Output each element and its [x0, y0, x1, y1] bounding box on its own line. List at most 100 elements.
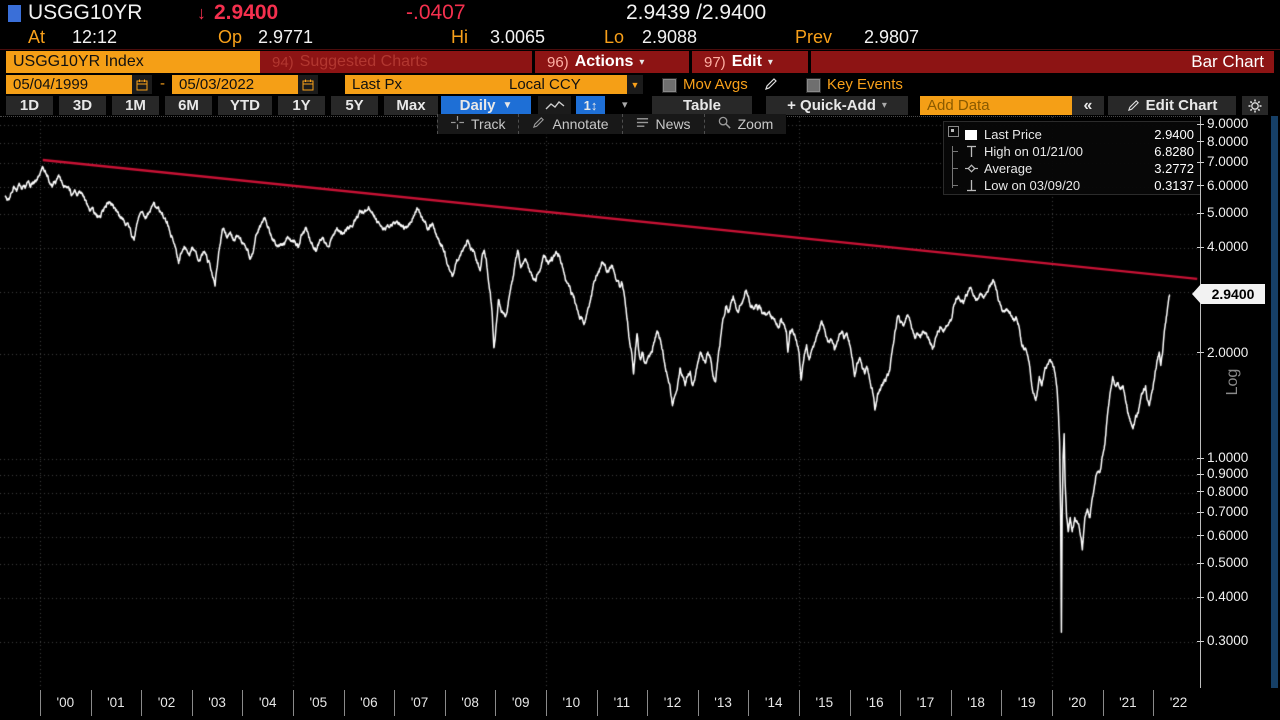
x-axis-year-label: '22 — [1169, 695, 1188, 710]
calendar-icon[interactable] — [298, 75, 318, 94]
track-button[interactable]: Track — [437, 114, 519, 134]
down-arrow-icon: ↓ — [197, 3, 206, 23]
x-axis-year-label: '01 — [107, 695, 125, 710]
x-axis-separator — [900, 690, 902, 716]
legend-row-average[interactable]: Average 3.2772 — [944, 160, 1200, 177]
date-to-value: 05/03/2022 — [179, 76, 255, 93]
y-axis-tick-mark — [1197, 141, 1204, 143]
frequency-select[interactable]: Daily ▼ — [441, 96, 531, 115]
period-button-1y[interactable]: 1Y — [278, 96, 325, 115]
high-label: Hi — [451, 27, 468, 47]
currency-dropdown-button[interactable]: ▼ — [627, 75, 643, 94]
edit-menu-button[interactable]: 97) Edit ▾ — [692, 51, 811, 73]
legend-row-high-on-01-21-00[interactable]: High on 01/21/00 6.8280 — [944, 143, 1200, 160]
date-from-input[interactable]: 05/04/1999 — [6, 75, 145, 94]
period-button-5y[interactable]: 5Y — [331, 96, 378, 115]
period-button-1d[interactable]: 1D — [6, 96, 53, 115]
sort-order-icon[interactable]: 1↕ — [576, 96, 605, 115]
magnifier-icon — [718, 116, 731, 132]
x-axis-separator — [950, 690, 952, 716]
date-range-separator: - — [160, 75, 165, 92]
mov-avgs-checkbox[interactable] — [662, 78, 677, 93]
period-button-ytd[interactable]: YTD — [218, 96, 272, 115]
x-axis-year-label: '10 — [562, 695, 581, 710]
y-axis-tick-mark — [1197, 246, 1204, 248]
divider — [0, 49, 1280, 50]
frequency-value: Daily — [459, 97, 496, 114]
suggested-charts-key: 94) — [272, 53, 294, 71]
last-price: 2.9400 — [214, 1, 279, 24]
x-axis-year-label: '13 — [714, 695, 732, 710]
add-data-input[interactable]: Add Data — [920, 96, 1080, 115]
currency-select[interactable]: Local CCY — [502, 75, 640, 94]
zoom-button[interactable]: Zoom — [703, 114, 787, 134]
actions-menu-button[interactable]: 96) Actions ▾ — [535, 51, 692, 73]
chevron-down-icon[interactable]: ▾ — [622, 99, 628, 111]
x-axis-separator — [748, 690, 750, 716]
period-button-6m[interactable]: 6M — [165, 96, 212, 115]
period-button-max[interactable]: Max — [384, 96, 438, 115]
edit-key: 97) — [704, 53, 726, 71]
chevron-down-icon: ▾ — [881, 100, 887, 111]
prev-label: Prev — [795, 27, 833, 47]
suggested-charts-label: Suggested Charts — [299, 53, 428, 70]
suggested-charts-button[interactable]: 94) Suggested Charts — [260, 51, 535, 73]
key-events-checkbox[interactable] — [806, 78, 821, 93]
x-axis-year-label: '06 — [360, 695, 378, 710]
y-axis-tick-label: 4.0000 — [1207, 239, 1249, 255]
chevron-down-icon: ▼ — [630, 79, 640, 90]
actions-key: 96) — [547, 53, 569, 71]
collapse-panel-button[interactable]: « — [1072, 96, 1104, 115]
legend-avg-icon — [964, 162, 978, 175]
price-field-value: Last Px — [352, 76, 403, 93]
y-axis-tick-label: 7.0000 — [1207, 154, 1249, 170]
line-chart-icon[interactable] — [538, 96, 571, 115]
news-icon — [636, 116, 649, 132]
edit-label: Edit — [731, 53, 762, 70]
last-price-tag: 2.9400 — [1201, 284, 1265, 305]
x-axis-separator — [546, 690, 547, 716]
crosshair-icon — [451, 116, 464, 132]
security-field[interactable]: USGG10YR Index — [6, 51, 263, 73]
period-button-1m[interactable]: 1M — [112, 96, 159, 115]
log-scale-label[interactable]: Log — [1224, 368, 1241, 396]
edit-chart-label: Edit Chart — [1145, 97, 1218, 114]
x-axis-year-label: '14 — [764, 695, 783, 710]
gear-icon[interactable] — [1242, 96, 1268, 115]
ticker-color-chip — [8, 5, 21, 22]
x-axis-separator — [343, 690, 345, 716]
period-button-3d[interactable]: 3D — [59, 96, 106, 115]
y-axis-tick-label: 0.8000 — [1207, 483, 1249, 499]
price-chart-canvas[interactable] — [0, 117, 1200, 689]
x-axis-year-label: '03 — [208, 695, 226, 710]
y-axis-tick-label: 6.0000 — [1207, 177, 1249, 193]
scroll-strip[interactable] — [1271, 116, 1278, 688]
chart-plot-area[interactable] — [0, 116, 1200, 689]
quick-add-button[interactable]: + Quick-Add ▾ — [766, 96, 908, 115]
calendar-icon[interactable] — [132, 75, 152, 94]
legend-row-low-on-03-09-20[interactable]: Low on 03/09/20 0.3137 — [944, 177, 1200, 194]
legend-row-last-price[interactable]: Last Price 2.9400 — [944, 126, 1200, 143]
news-button[interactable]: News — [621, 114, 704, 134]
x-axis-year-label: '19 — [1017, 695, 1036, 710]
table-button[interactable]: Table — [652, 96, 752, 115]
date-to-input[interactable]: 05/03/2022 — [172, 75, 311, 94]
x-axis-separator — [495, 690, 497, 716]
y-axis-tick-label: 0.5000 — [1207, 555, 1249, 571]
y-axis-tick-label: 0.3000 — [1207, 633, 1249, 648]
x-axis-separator — [141, 690, 143, 716]
y-axis-tick-mark — [1197, 535, 1204, 537]
pencil-icon[interactable] — [764, 77, 778, 96]
x-axis-separator — [647, 690, 649, 716]
security-field-text: USGG10YR Index — [13, 53, 144, 70]
price-field-select[interactable]: Last Px — [345, 75, 505, 94]
table-button-label: Table — [682, 97, 722, 114]
legend-expander-icon[interactable] — [948, 126, 959, 137]
edit-chart-button[interactable]: Edit Chart — [1108, 96, 1236, 115]
x-axis-separator — [444, 690, 446, 716]
legend-high-icon — [964, 145, 978, 158]
low-label: Lo — [604, 27, 625, 47]
y-axis-tick-mark — [1197, 352, 1204, 354]
annotate-button[interactable]: Annotate — [518, 114, 622, 134]
y-axis-tick-label: 0.4000 — [1207, 589, 1249, 605]
